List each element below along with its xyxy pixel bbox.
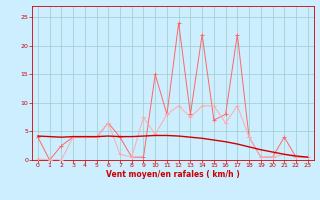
X-axis label: Vent moyen/en rafales ( km/h ): Vent moyen/en rafales ( km/h ) [106, 170, 240, 179]
